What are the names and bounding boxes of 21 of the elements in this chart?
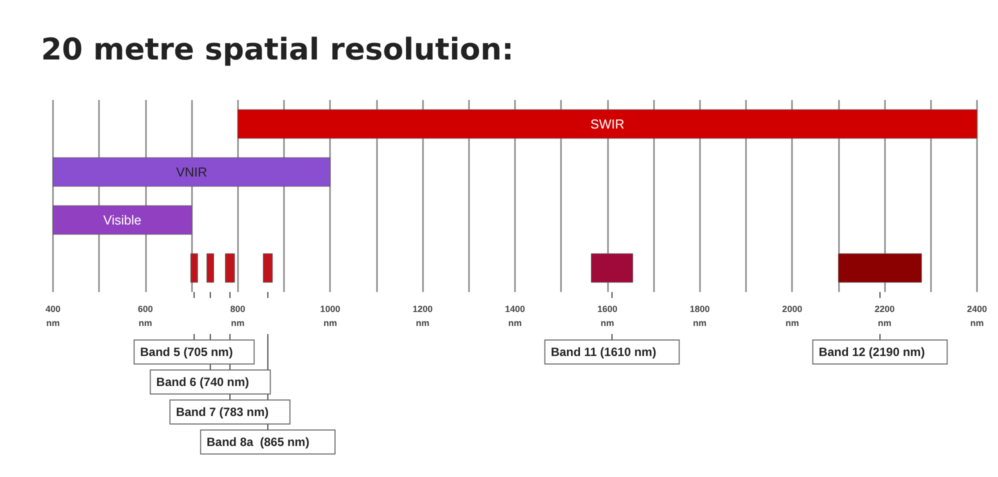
chart-title: 20 metre spatial resolution: <box>41 32 514 68</box>
text: Band 12 (2190 nm) <box>818 345 925 359</box>
series-label: VNIR <box>176 164 208 180</box>
text: Band 5 (705 nm) <box>140 345 233 359</box>
x-tick-label: 2000 nm <box>782 304 802 328</box>
x-tick-label: 2400 nm <box>966 304 988 328</box>
x-tick-label: 1200 nm <box>412 304 433 328</box>
text: Band 11 (1610 nm) <box>550 345 656 359</box>
x-tick-label: 400 nm <box>45 304 61 328</box>
x-tick-label: 2200 nm <box>874 304 895 328</box>
text: Band 7 (783 nm) <box>176 405 269 419</box>
x-tick-label: 1000 nm <box>320 304 340 328</box>
x-tick-label: 800 nm <box>230 304 246 328</box>
series-label: Visible <box>103 212 142 228</box>
x-tick-label: 1400 nm <box>504 304 526 328</box>
x-tick-label: 1800 nm <box>690 304 710 328</box>
text: Band 6 (740 nm) <box>156 375 250 389</box>
text: Band 8a (865 nm) <box>206 435 310 449</box>
x-tick-label: 600 nm <box>138 304 153 328</box>
x-tick-label: 1600 nm <box>597 304 618 328</box>
series-label: SWIR <box>590 116 624 132</box>
